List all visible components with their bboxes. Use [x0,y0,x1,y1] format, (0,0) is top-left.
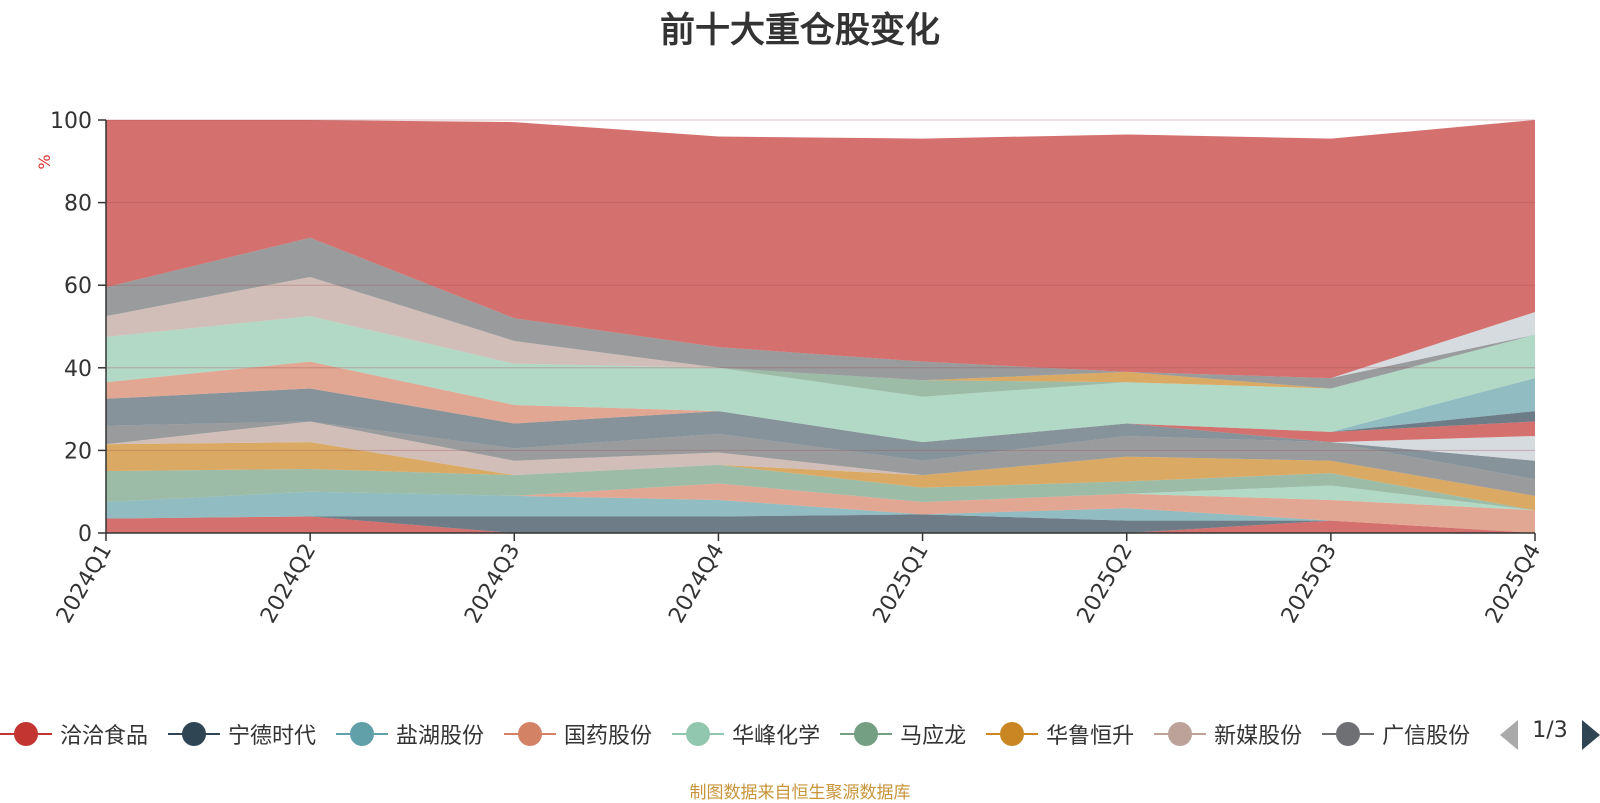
legend-marker-icon [168,721,221,747]
legend-page-indicator: 1/3 [1532,718,1568,743]
legend-label: 华鲁恒升 [1046,724,1135,749]
legend-item[interactable]: 新媒股份 [1154,714,1302,754]
area-series-layer [106,120,1535,533]
x-tick-label: 2025Q1 [868,540,933,628]
y-tick-label: 0 [78,522,92,547]
legend-marker-icon [840,721,893,747]
y-tick-label: 80 [64,192,92,217]
legend-prev-page-icon[interactable] [1500,720,1518,750]
legend-label: 盐湖股份 [396,724,485,749]
y-axis-unit-label: % [35,154,54,169]
legend: 洽洽食品 宁德时代 盐湖股份 国药股份 华峰化学 马应龙 华鲁恒升 新媒股份 广信股份 1/3 [0,714,1600,754]
source-note: 制图数据来自恒生聚源数据库 [689,783,911,803]
x-tick-label: 2024Q2 [256,540,321,628]
legend-item[interactable]: 洽洽食品 [0,714,148,754]
legend-pager: 1/3 [1500,714,1600,754]
legend-item[interactable]: 盐湖股份 [336,714,484,754]
area-series-7 [106,442,1535,511]
area-series-8 [106,421,1535,496]
chart-title: 前十大重仓股变化 [659,11,940,51]
legend-marker-icon [336,721,389,747]
legend-marker-icon [504,721,557,747]
legend-marker-icon [986,721,1039,747]
legend-items: 洽洽食品 宁德时代 盐湖股份 国药股份 华峰化学 马应龙 华鲁恒升 新媒股份 广信股份 [0,714,1486,754]
y-tick-label: 20 [64,439,92,464]
legend-label: 华峰化学 [732,724,821,749]
legend-item[interactable]: 国药股份 [504,714,652,754]
x-tick-label: 2025Q2 [1073,540,1138,628]
legend-label: 新媒股份 [1214,724,1303,749]
area-series-22 [106,120,1535,379]
legend-label: 马应龙 [900,724,967,749]
legend-marker-icon [1322,721,1375,747]
area-series-9 [106,421,1535,496]
area-series-5 [106,483,1535,511]
legend-next-page-icon[interactable] [1582,720,1600,750]
legend-marker-icon [0,721,52,747]
legend-label: 宁德时代 [228,724,317,749]
legend-item[interactable]: 马应龙 [840,714,966,754]
legend-item[interactable]: 华鲁恒升 [986,714,1134,754]
area-series-4 [106,483,1535,533]
legend-marker-icon [672,721,725,747]
legend-label: 洽洽食品 [60,724,149,749]
y-tick-label: 60 [64,274,92,299]
x-tick-label: 2025Q3 [1277,540,1342,628]
area-series-3 [106,491,1535,533]
legend-marker-icon [1154,721,1207,747]
legend-label: 国药股份 [564,724,653,749]
legend-item[interactable]: 广信股份 [1322,714,1470,754]
area-series-2 [106,514,1535,533]
area-series-21 [106,237,1535,379]
x-tick-label: 2024Q4 [664,540,729,628]
area-series-20 [106,237,1535,389]
area-series-10 [106,388,1535,480]
grid-layer [106,119,1535,451]
area-series-6 [106,464,1535,511]
legend-item[interactable]: 宁德时代 [168,714,316,754]
area-series-16 [106,316,1535,443]
area-series-12 [106,388,1535,443]
y-tick-label: 40 [64,357,92,382]
legend-item[interactable]: 华峰化学 [672,714,820,754]
y-tick-label: 100 [50,109,92,134]
area-series-19 [106,276,1535,389]
area-series-15 [106,361,1535,443]
legend-label: 广信股份 [1382,724,1471,749]
area-series-17 [106,316,1535,397]
x-tick-label: 2025Q4 [1481,540,1546,628]
x-tick-label: 2024Q3 [460,540,525,628]
x-tick-label: 2024Q1 [52,540,117,628]
